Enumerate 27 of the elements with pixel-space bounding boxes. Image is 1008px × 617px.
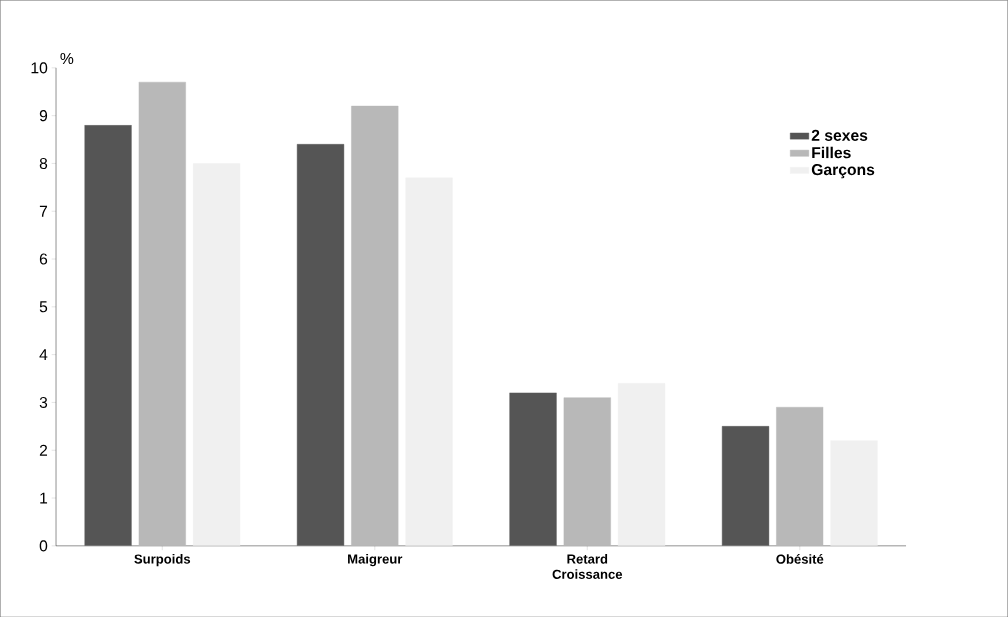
y-tick-label: 10 — [31, 62, 48, 74]
x-tick-label: Surpoids — [134, 553, 191, 567]
legend-label: Filles — [812, 146, 851, 159]
bar — [84, 124, 132, 546]
y-tick-label: 0 — [39, 540, 48, 552]
bar — [721, 425, 770, 546]
bar — [617, 382, 666, 546]
y-tick-label: 4 — [39, 349, 48, 360]
bar — [405, 177, 453, 546]
y-tick-label: 6 — [39, 253, 48, 265]
bar — [509, 392, 557, 546]
x-tick-label: Obésité — [776, 553, 824, 564]
legend-label: Garçons — [811, 163, 875, 179]
bar — [830, 440, 878, 546]
y-tick-label: 1 — [40, 492, 48, 504]
y-tick-label: 8 — [39, 157, 48, 169]
legend-label: 2 sexes — [811, 129, 868, 141]
y-tick-label: 5 — [39, 301, 48, 313]
x-tick-label: Retard Croissance — [552, 553, 623, 579]
bar — [192, 163, 241, 546]
y-tick-label: 2 — [39, 444, 48, 456]
y-tick-label: 9 — [39, 109, 48, 122]
x-tick-label: Maigreur — [348, 553, 403, 567]
y-tick-label: 7 — [39, 205, 48, 217]
bar — [296, 143, 345, 546]
y-tick-label: 3 — [39, 396, 48, 408]
y-axis-title: % — [60, 52, 74, 64]
